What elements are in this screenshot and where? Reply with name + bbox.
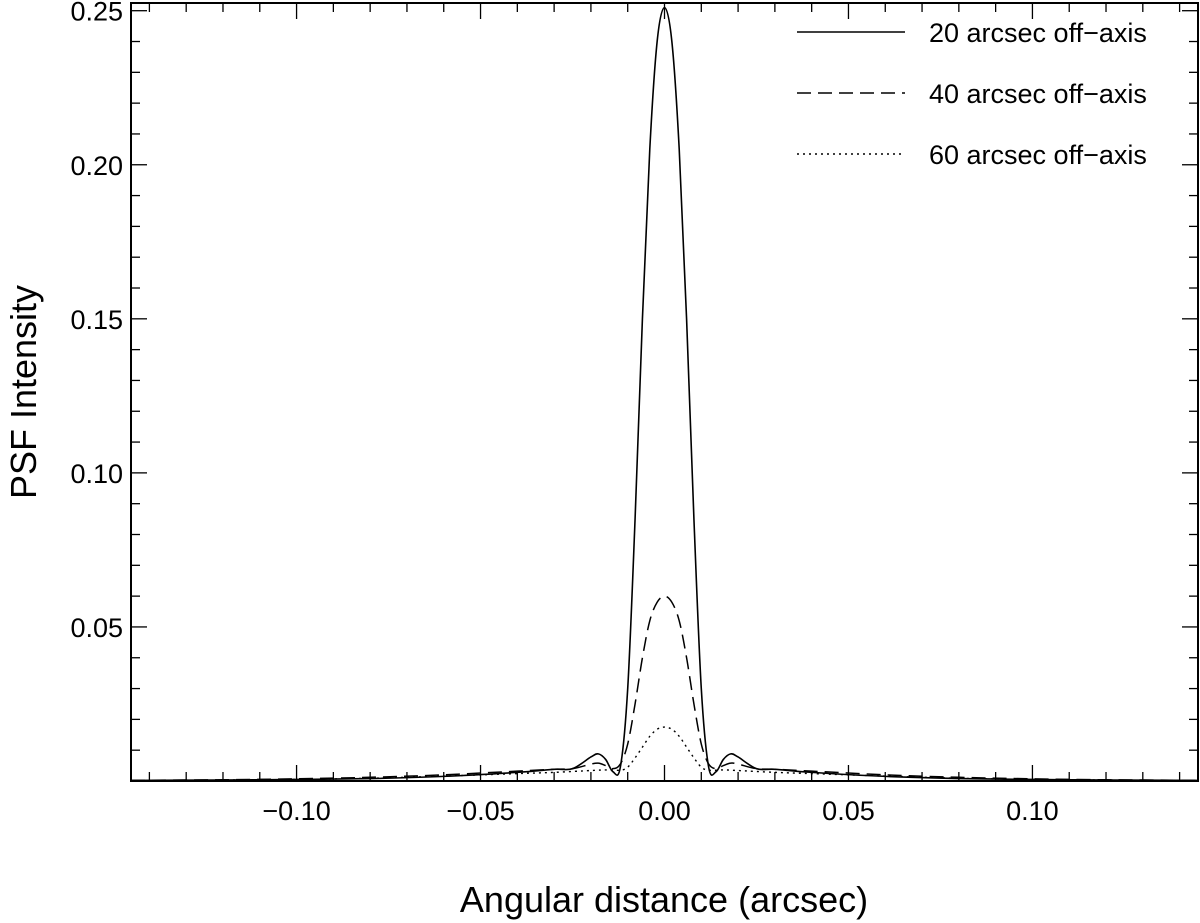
y-tick-label: 0.25 — [70, 0, 123, 27]
x-axis-title: Angular distance (arcsec) — [460, 879, 868, 920]
legend: 20 arcsec off−axis 40 arcsec off−axis 60 a… — [797, 18, 1147, 170]
axis-ticks — [131, 3, 1198, 781]
legend-label-2: 40 arcsec off−axis — [929, 79, 1147, 109]
x-tick-label: 0.05 — [822, 796, 875, 826]
series-line-3 — [130, 726, 1199, 782]
x-tick-label: −0.05 — [446, 796, 514, 826]
series-line-2 — [130, 595, 1199, 782]
y-tick-label: 0.05 — [70, 613, 123, 643]
legend-label-1: 20 arcsec off−axis — [929, 18, 1147, 48]
legend-label-3: 60 arcsec off−axis — [929, 140, 1147, 170]
series-lines — [130, 6, 1199, 782]
series-line-1 — [130, 6, 1199, 782]
y-tick-label: 0.15 — [70, 305, 123, 335]
y-tick-label: 0.10 — [70, 459, 123, 489]
x-tick-label: −0.10 — [262, 796, 330, 826]
y-axis-title: PSF Intensity — [3, 285, 44, 499]
plot-frame — [130, 2, 1199, 782]
y-tick-label: 0.20 — [70, 151, 123, 181]
tick-labels: 0.05 0.10 0.15 0.20 0.25 −0.10 −0.05 0.00 0.05 0.… — [70, 0, 1058, 826]
x-tick-label: 0.00 — [638, 796, 691, 826]
x-tick-label: 0.10 — [1006, 796, 1059, 826]
